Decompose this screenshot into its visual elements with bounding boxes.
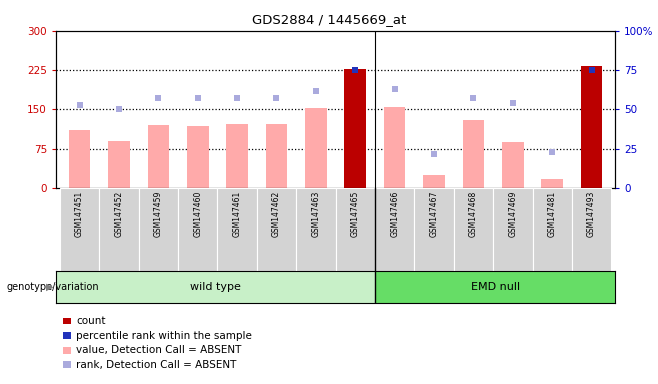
Bar xyxy=(581,66,603,188)
Point xyxy=(153,95,164,101)
Bar xyxy=(226,124,248,188)
Point xyxy=(547,149,557,155)
Text: rank, Detection Call = ABSENT: rank, Detection Call = ABSENT xyxy=(76,360,237,370)
Point xyxy=(311,88,321,94)
Bar xyxy=(178,188,217,271)
Bar xyxy=(375,188,415,271)
Bar xyxy=(415,188,454,271)
Bar xyxy=(217,188,257,271)
Point xyxy=(271,95,282,101)
Text: EMD null: EMD null xyxy=(470,282,520,292)
Text: genotype/variation: genotype/variation xyxy=(7,282,99,292)
Bar xyxy=(305,108,327,188)
Point xyxy=(350,67,361,73)
Bar xyxy=(384,107,405,188)
Bar xyxy=(344,68,366,188)
Text: GSM147451: GSM147451 xyxy=(75,190,84,237)
Text: GSM147452: GSM147452 xyxy=(114,190,124,237)
Bar xyxy=(60,188,99,271)
Point xyxy=(114,106,124,113)
Text: GSM147465: GSM147465 xyxy=(351,190,360,237)
Bar xyxy=(493,188,532,271)
Text: GSM147466: GSM147466 xyxy=(390,190,399,237)
Bar xyxy=(257,188,296,271)
Bar xyxy=(147,125,169,188)
Bar xyxy=(454,188,493,271)
Bar xyxy=(375,271,615,303)
Text: count: count xyxy=(76,316,106,326)
Point xyxy=(429,151,440,157)
Text: GSM147467: GSM147467 xyxy=(430,190,438,237)
Bar xyxy=(99,188,139,271)
Point xyxy=(507,100,518,106)
Bar xyxy=(532,188,572,271)
Point xyxy=(74,102,85,108)
Bar xyxy=(187,126,209,188)
Text: GSM147462: GSM147462 xyxy=(272,190,281,237)
Point xyxy=(390,86,400,92)
Point xyxy=(232,95,242,101)
Bar xyxy=(68,131,90,188)
Point xyxy=(468,95,479,101)
Text: GSM147459: GSM147459 xyxy=(154,190,163,237)
Text: value, Detection Call = ABSENT: value, Detection Call = ABSENT xyxy=(76,345,241,355)
Text: GSM147493: GSM147493 xyxy=(587,190,596,237)
Text: GSM147468: GSM147468 xyxy=(469,190,478,237)
Bar xyxy=(463,120,484,188)
Point xyxy=(586,67,597,73)
Point xyxy=(192,95,203,101)
Text: GDS2884 / 1445669_at: GDS2884 / 1445669_at xyxy=(252,13,406,26)
Text: wild type: wild type xyxy=(190,282,241,292)
Text: GSM147460: GSM147460 xyxy=(193,190,202,237)
Text: ▶: ▶ xyxy=(47,282,54,292)
Bar xyxy=(572,188,611,271)
Text: percentile rank within the sample: percentile rank within the sample xyxy=(76,331,252,341)
Text: GSM147469: GSM147469 xyxy=(509,190,517,237)
Bar xyxy=(139,188,178,271)
Text: GSM147461: GSM147461 xyxy=(233,190,241,237)
Bar xyxy=(336,188,375,271)
Text: GSM147481: GSM147481 xyxy=(547,190,557,237)
Bar xyxy=(296,188,336,271)
Bar xyxy=(108,141,130,188)
Bar xyxy=(423,175,445,188)
Bar xyxy=(266,124,288,188)
Bar xyxy=(56,271,375,303)
Bar xyxy=(542,179,563,188)
Text: GSM147463: GSM147463 xyxy=(311,190,320,237)
Bar xyxy=(502,142,524,188)
